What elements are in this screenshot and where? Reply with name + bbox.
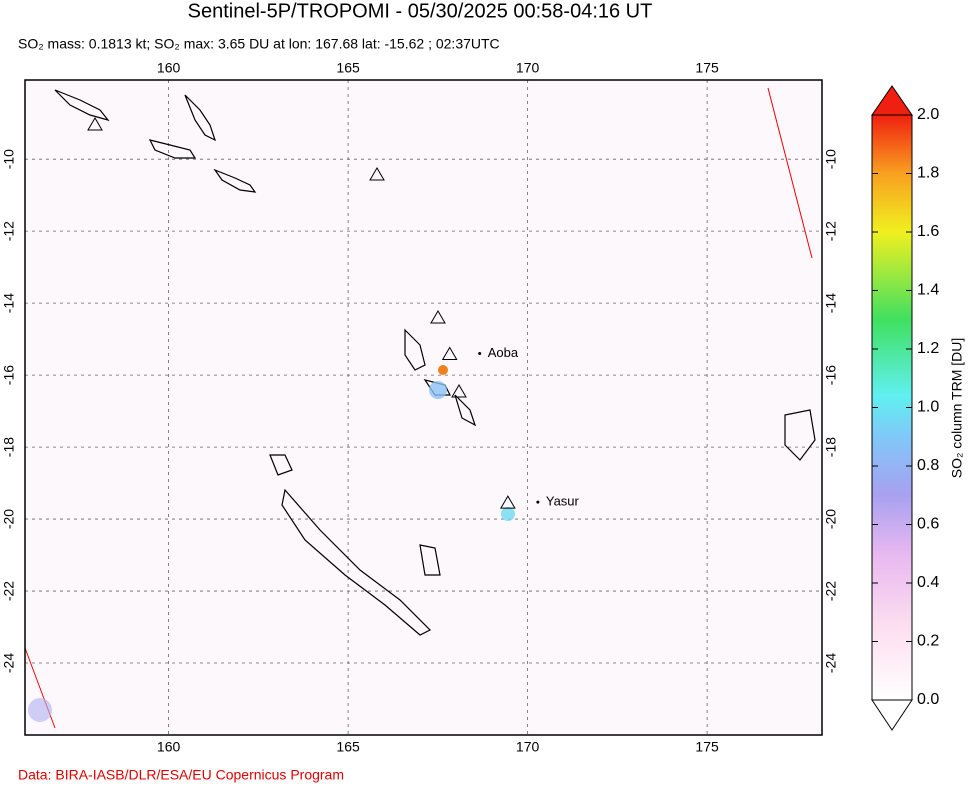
volcano-dot <box>536 500 540 504</box>
volcano-marker <box>499 495 516 509</box>
colorbar-tick-label: 0.2 <box>917 633 939 650</box>
colorbar-tick-label: 1.4 <box>917 282 939 299</box>
lat-tick-label: -12 <box>1 221 17 241</box>
colorbar-tick-label: 1.8 <box>917 165 939 182</box>
lat-tick-label: -24 <box>823 653 839 673</box>
colorbar-tick-label: 1.0 <box>917 399 939 416</box>
title: Sentinel-5P/TROPOMI - 05/30/2025 00:58-0… <box>188 0 653 22</box>
volcano-marker <box>441 346 458 361</box>
volcano-label: Yasur <box>546 494 580 509</box>
lat-tick-label: -22 <box>1 581 17 601</box>
volcano-label: Aoba <box>488 345 519 360</box>
lat-tick-label: -10 <box>1 149 17 169</box>
lon-tick-label: 165 <box>336 60 360 76</box>
volcano-dot <box>478 352 482 356</box>
lat-tick-label: -18 <box>823 437 839 457</box>
colorbar-tick-label: 0.0 <box>917 691 939 708</box>
lat-tick-label: -14 <box>823 293 839 313</box>
colorbar-tick-label: 0.4 <box>917 574 939 591</box>
lat-tick-label: -24 <box>1 653 17 673</box>
colorbar-tick-label: 1.2 <box>917 340 939 357</box>
lon-tick-label: 170 <box>516 739 540 755</box>
colorbar-tick-label: 0.6 <box>917 516 939 533</box>
so2-plume <box>28 365 515 722</box>
colorbar-over <box>871 85 913 116</box>
lat-tick-label: -16 <box>823 365 839 385</box>
colorbar-tick-label: 2.0 <box>917 106 939 123</box>
lat-tick-label: -20 <box>1 509 17 529</box>
subtitle: SO₂ mass: 0.1813 kt; SO₂ max: 3.65 DU at… <box>18 36 500 52</box>
other-volcanoes <box>87 117 467 398</box>
lat-tick-label: -22 <box>823 581 839 601</box>
lat-tick-label: -12 <box>823 221 839 241</box>
lat-tick-label: -16 <box>1 365 17 385</box>
colorbar-tick-label: 0.8 <box>917 457 939 474</box>
volcanoes <box>441 346 540 509</box>
colorbar <box>871 85 913 731</box>
colorbar-tick-label: 1.6 <box>917 223 939 240</box>
lat-tick-label: -14 <box>1 293 17 313</box>
colorbar-under <box>871 699 913 731</box>
credit: Data: BIRA-IASB/DLR/ESA/EU Copernicus Pr… <box>18 767 344 783</box>
lon-tick-label: 165 <box>336 739 360 755</box>
lon-tick-label: 175 <box>695 60 719 76</box>
lat-tick-label: -18 <box>1 437 17 457</box>
map-background <box>25 80 822 735</box>
lon-tick-label: 160 <box>157 739 181 755</box>
map-frame <box>24 79 823 736</box>
lon-tick-label: 175 <box>695 739 719 755</box>
lon-tick-label: 160 <box>157 60 181 76</box>
colorbar-label: SO₂ column TRM [DU] <box>949 338 965 479</box>
lat-tick-label: -20 <box>823 509 839 529</box>
lat-tick-label: -10 <box>823 149 839 169</box>
lon-tick-label: 170 <box>516 60 540 76</box>
